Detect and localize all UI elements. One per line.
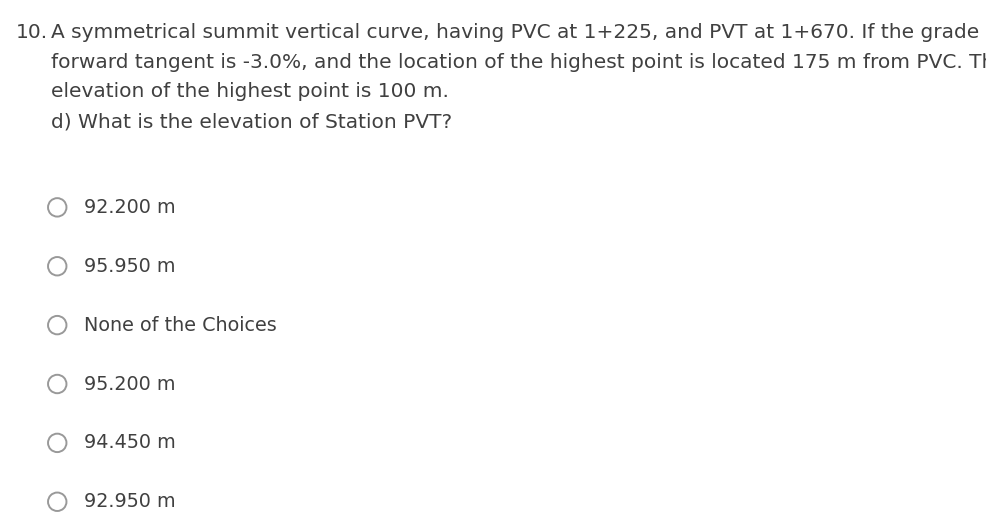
Text: 95.200 m: 95.200 m <box>84 374 176 394</box>
Text: forward tangent is -3.0%, and the location of the highest point is located 175 m: forward tangent is -3.0%, and the locati… <box>51 53 986 72</box>
Text: 94.450 m: 94.450 m <box>84 433 176 453</box>
Text: elevation of the highest point is 100 m.: elevation of the highest point is 100 m. <box>51 82 449 101</box>
Text: d) What is the elevation of Station PVT?: d) What is the elevation of Station PVT? <box>51 112 452 131</box>
Text: None of the Choices: None of the Choices <box>84 315 276 335</box>
Text: A symmetrical summit vertical curve, having PVC at 1+225, and PVT at 1+670. If t: A symmetrical summit vertical curve, hav… <box>51 23 986 42</box>
Text: 95.950 m: 95.950 m <box>84 257 176 276</box>
Text: 10.: 10. <box>16 23 48 42</box>
Text: 92.950 m: 92.950 m <box>84 492 176 511</box>
Text: 92.200 m: 92.200 m <box>84 198 176 217</box>
